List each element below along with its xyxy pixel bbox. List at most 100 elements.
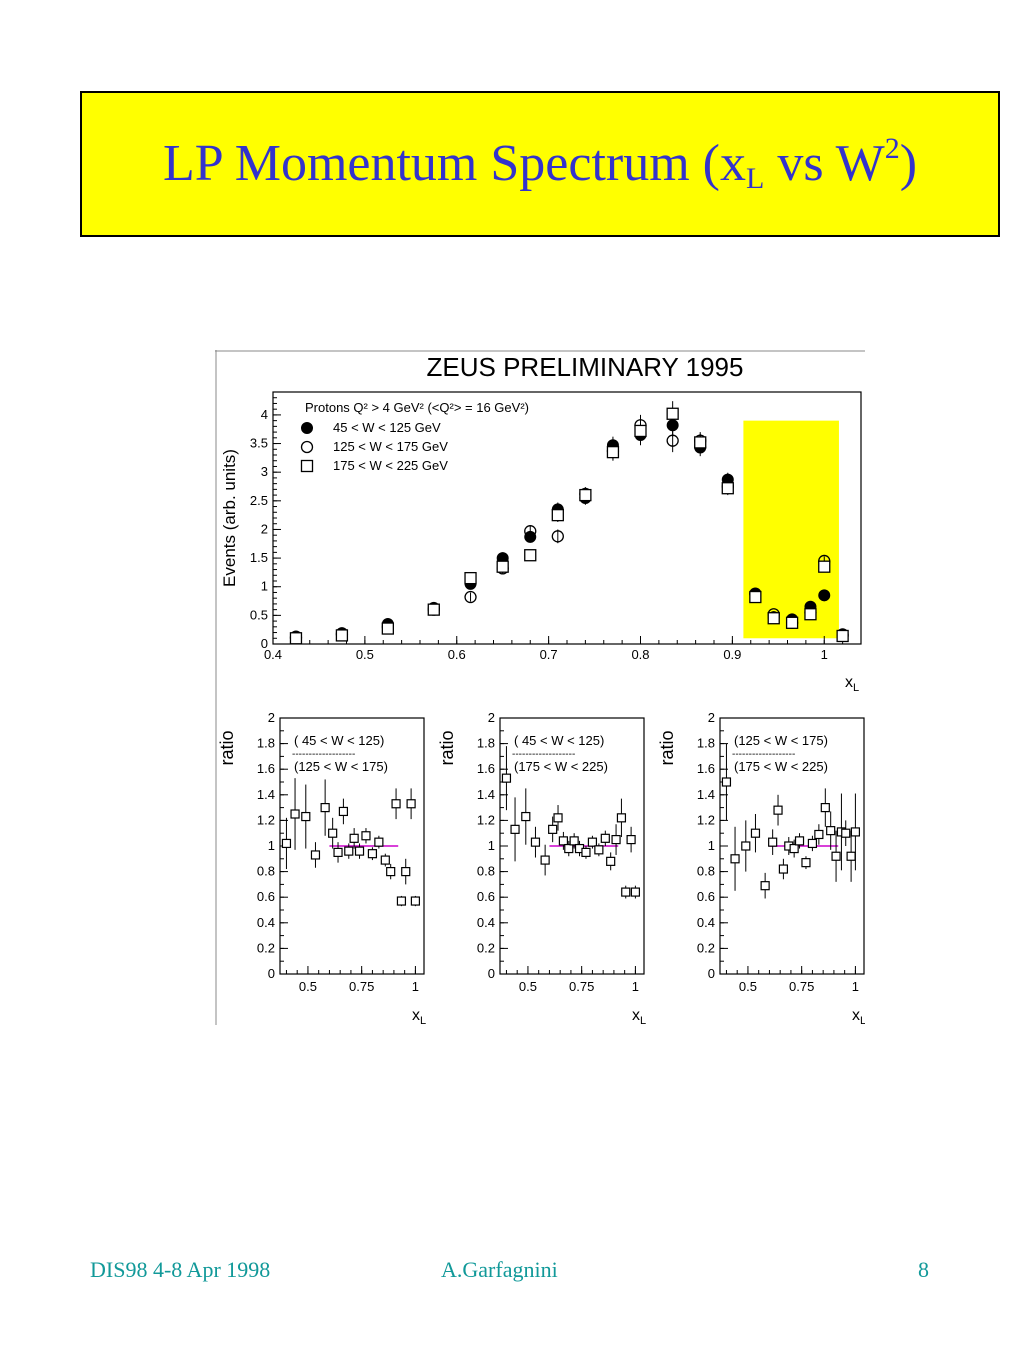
- x-axis-label-sub: L: [853, 682, 859, 694]
- y-tick-label: 1: [708, 838, 715, 853]
- title-x-subscript: L: [745, 162, 765, 195]
- y-tick-label: 0.5: [250, 607, 268, 622]
- data-point: [551, 530, 564, 543]
- y-tick-label: 0: [708, 966, 715, 981]
- y-tick-label: 1.4: [257, 787, 275, 802]
- y-tick-label: 1.8: [477, 736, 495, 751]
- y-tick-label: 0: [261, 636, 268, 651]
- ratio-point: [310, 850, 321, 860]
- y-tick-label: 3.5: [250, 436, 268, 451]
- y-tick-label: 0.6: [257, 889, 275, 904]
- y-tick-label: 1.4: [697, 787, 715, 802]
- title-x: x: [719, 135, 746, 192]
- ratio-point: [846, 851, 856, 861]
- ratio-point: [760, 881, 770, 891]
- ratio-plot-1: 0.5 0.75 1 0 0.2 0.4 0.6 0.8 1 1.2 1.4 1.6 1.8 2 ratio…: [217, 710, 426, 1025]
- y-tick-label: 1.2: [697, 812, 715, 827]
- ratio-point: [367, 849, 378, 859]
- ratio-point: [814, 829, 824, 840]
- y-tick-label: 0.8: [477, 864, 495, 879]
- legend-title: Protons Q² > 4 GeV² (<Q²> = 16 GeV²): [305, 400, 529, 415]
- ratio-numerator: ( 45 < W < 125): [294, 733, 384, 748]
- ratio-point: [581, 847, 591, 857]
- data-point: [464, 571, 477, 585]
- ratio-point: [406, 799, 416, 809]
- ratio-point: [794, 836, 805, 846]
- ratio-point: [290, 809, 300, 819]
- data-point: [427, 603, 440, 616]
- y-tick-label: 0.6: [477, 889, 495, 904]
- ratio-point: [501, 773, 512, 783]
- y-tick-label: 1.2: [477, 812, 495, 827]
- ratio-fraction-rule: -------------------: [732, 749, 795, 760]
- data-point: [785, 616, 799, 629]
- title-w-superscript: 2: [884, 132, 900, 165]
- ratio-y-axis-label: ratio: [217, 730, 237, 765]
- ratio-denominator: (175 < W < 225): [734, 759, 828, 774]
- y-tick-label: 2: [708, 710, 715, 725]
- y-tick-label: 0.8: [697, 864, 715, 879]
- ratio-point: [826, 826, 836, 836]
- ratio-point: [338, 806, 349, 817]
- ratio-fraction-rule: -------------------: [512, 749, 575, 760]
- legend-label: 125 < W < 175 GeV: [333, 439, 448, 454]
- data-point: [666, 407, 679, 420]
- data-point: [579, 488, 592, 502]
- ratio-fraction-rule: -------------------: [292, 749, 355, 760]
- y-tick-label: 3: [261, 464, 268, 479]
- legend-marker-open-square: [300, 459, 314, 473]
- highlight-band: [743, 420, 839, 639]
- ratio-y-axis-label: ratio: [437, 730, 457, 765]
- footer-author: A.Garfagnini: [441, 1257, 558, 1282]
- ratio-point: [558, 836, 569, 846]
- ratio-point: [521, 811, 531, 822]
- ratio-point: [410, 896, 421, 906]
- x-axis-label-sub: L: [420, 1015, 426, 1025]
- figure-title: ZEUS PRELIMINARY 1995: [427, 352, 744, 382]
- title-vs: vs W: [764, 135, 885, 192]
- ratio-point: [750, 828, 761, 838]
- ratio-point: [391, 799, 401, 809]
- legend-label: 45 < W < 125 GeV: [333, 420, 441, 435]
- y-tick-label: 1.5: [250, 550, 268, 565]
- x-tick-label: 0.5: [739, 979, 757, 994]
- x-tick-label: 1: [852, 979, 859, 994]
- data-point: [666, 434, 679, 447]
- ratio-denominator: (125 < W < 175): [294, 759, 388, 774]
- legend-marker-open-circle: [300, 440, 314, 454]
- footer-conference: DIS98 4-8 Apr 1998: [90, 1257, 271, 1282]
- data-point: [818, 589, 831, 602]
- y-tick-label: 0.8: [257, 864, 275, 879]
- x-axis-label-sub: L: [640, 1015, 646, 1025]
- ratio-point: [328, 828, 338, 838]
- ratio-point: [553, 813, 563, 823]
- data-point: [836, 629, 849, 643]
- ratio-point: [320, 803, 330, 813]
- y-tick-label: 1.4: [477, 787, 495, 802]
- ratio-point: [540, 855, 550, 865]
- ratio-point: [548, 824, 558, 834]
- legend-marker-filled-circle: [301, 422, 313, 434]
- ratio-point: [386, 866, 396, 877]
- data-point: [804, 608, 817, 621]
- y-axis-label: Events (arb. units): [220, 449, 239, 587]
- title-close: ): [899, 135, 918, 192]
- x-axis-label-main: x: [845, 674, 853, 691]
- ratio-point: [301, 811, 311, 822]
- x-tick-label: 1: [821, 647, 828, 662]
- y-tick-label: 0.2: [477, 940, 495, 955]
- x-tick-label: 0.5: [299, 979, 317, 994]
- ratio-point: [374, 837, 384, 847]
- x-tick-label: 0.75: [789, 979, 814, 994]
- slide-title: LP Momentum Spectrum (xL vs W2): [163, 132, 917, 196]
- data-point: [749, 590, 762, 604]
- title-main: LP Momentum Spectrum (: [162, 135, 720, 192]
- ratio-point: [773, 805, 783, 815]
- data-point: [524, 549, 537, 562]
- x-tick-label: 0.75: [569, 979, 594, 994]
- x-axis-label: xL: [845, 674, 859, 694]
- y-tick-label: 1.6: [697, 761, 715, 776]
- y-tick-label: 0.4: [697, 915, 715, 930]
- ratio-point: [361, 831, 371, 841]
- ratio-point: [569, 836, 579, 846]
